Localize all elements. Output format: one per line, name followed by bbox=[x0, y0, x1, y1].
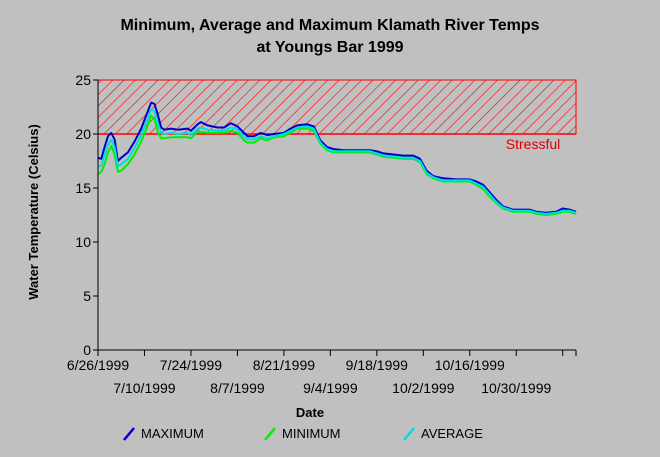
x-ticks: 6/26/1999 7/24/1999 8/21/1999 9/18/1999 10/1… bbox=[67, 350, 577, 396]
y-tick-label: 15 bbox=[75, 180, 91, 196]
stressful-label: Stressful bbox=[506, 136, 560, 152]
y-ticks: 0 5 10 15 20 25 bbox=[75, 72, 98, 358]
y-tick-label: 5 bbox=[83, 288, 91, 304]
legend-swatch-average bbox=[403, 427, 415, 441]
x-axis-label: Date bbox=[296, 405, 324, 420]
y-tick-label: 10 bbox=[75, 234, 91, 250]
series-line-minimum bbox=[97, 114, 577, 216]
legend: MAXIMUM MINIMUM AVERAGE bbox=[123, 426, 483, 441]
chart-subtitle: at Youngs Bar 1999 bbox=[256, 39, 403, 56]
x-tick-label: 6/26/1999 bbox=[67, 357, 129, 373]
x-tick-label: 10/2/1999 bbox=[392, 380, 454, 396]
x-tick-label: 7/10/1999 bbox=[113, 380, 175, 396]
x-tick-label: 8/7/1999 bbox=[210, 380, 265, 396]
chart-title: Minimum, Average and Maximum Klamath Riv… bbox=[120, 17, 539, 34]
y-axis-label: Water Temperature (Celsius) bbox=[26, 124, 41, 300]
legend-label-minimum: MINIMUM bbox=[282, 426, 341, 441]
x-tick-label: 8/21/1999 bbox=[253, 357, 315, 373]
x-tick-label: 10/16/1999 bbox=[435, 357, 505, 373]
x-tick-label: 7/24/1999 bbox=[160, 357, 222, 373]
y-tick-label: 0 bbox=[83, 342, 91, 358]
legend-label-average: AVERAGE bbox=[421, 426, 483, 441]
legend-swatch-maximum bbox=[123, 427, 135, 441]
series-line-average bbox=[97, 108, 577, 215]
y-tick-label: 25 bbox=[75, 72, 91, 88]
x-tick-label: 9/18/1999 bbox=[346, 357, 408, 373]
series-line-maximum bbox=[97, 101, 577, 214]
legend-swatch-minimum bbox=[264, 427, 276, 441]
y-tick-label: 20 bbox=[75, 126, 91, 142]
legend-label-maximum: MAXIMUM bbox=[141, 426, 204, 441]
series-layer bbox=[97, 101, 577, 216]
x-tick-label: 10/30/1999 bbox=[481, 380, 551, 396]
x-tick-label: 9/4/1999 bbox=[303, 380, 358, 396]
stressful-threshold-band bbox=[97, 79, 577, 135]
